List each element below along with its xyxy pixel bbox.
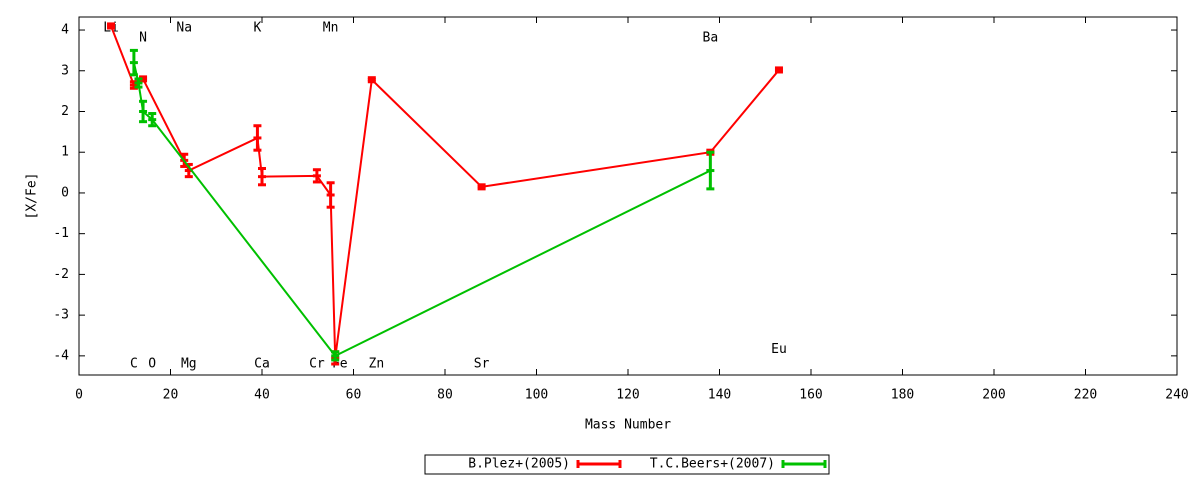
annotation: N [139,31,147,46]
error-point [367,76,376,84]
x-tick-label: 220 [1074,388,1097,403]
annotation: Eu [771,342,787,357]
annotation: Cr [309,357,325,372]
y-tick-label: 2 [61,104,69,119]
annotation: O [148,357,156,372]
annotation: Mn [323,20,339,35]
x-tick-label: 240 [1165,388,1188,403]
y-tick-label: -1 [53,226,69,241]
error-point [706,150,715,191]
annotation: Ca [254,357,270,372]
annotation: Na [176,20,192,35]
error-point [139,99,148,124]
legend-label: T.C.Beers+(2007) [650,457,775,472]
legend-frame [424,454,830,475]
error-point [134,77,143,89]
annotation: Zn [369,357,385,372]
x-axis-label: Mass Number [585,418,671,433]
error-point [331,350,340,362]
error-point [129,48,138,77]
x-tick-label: 20 [163,388,179,403]
x-tick-label: 140 [708,388,731,403]
y-tick-label: 4 [61,23,69,38]
error-point [258,167,266,187]
annotation: Ba [703,31,719,46]
annotation: K [254,20,262,35]
error-point [477,183,486,191]
x-tick-label: 40 [254,388,270,403]
y-tick-label: -2 [53,267,69,282]
error-point [312,168,321,184]
x-tick-label: 120 [616,388,639,403]
annotation: Sr [474,357,490,372]
x-tick-label: 0 [75,388,83,403]
error-point [107,22,116,30]
legend-label: B.Plez+(2005) [468,457,570,472]
y-tick-label: -3 [53,308,69,323]
y-tick-label: -4 [53,348,69,363]
series-line [132,62,711,358]
annotation: Mg [181,357,197,372]
error-point [326,181,335,209]
y-axis-label: [X/Fe] [25,173,40,220]
y-tick-label: 0 [61,185,69,200]
x-tick-label: 100 [525,388,548,403]
plot-frame [78,16,1178,376]
y-tick-label: 3 [61,63,69,78]
x-tick-label: 160 [799,388,822,403]
series-line [110,25,780,359]
x-tick-label: 80 [437,388,453,403]
error-point [148,112,157,128]
x-tick-label: 180 [891,388,914,403]
annotation: C [130,357,138,372]
error-point [774,66,783,74]
error-point [253,124,262,152]
y-tick-label: 1 [61,145,69,160]
x-tick-label: 200 [982,388,1005,403]
x-tick-label: 60 [346,388,362,403]
